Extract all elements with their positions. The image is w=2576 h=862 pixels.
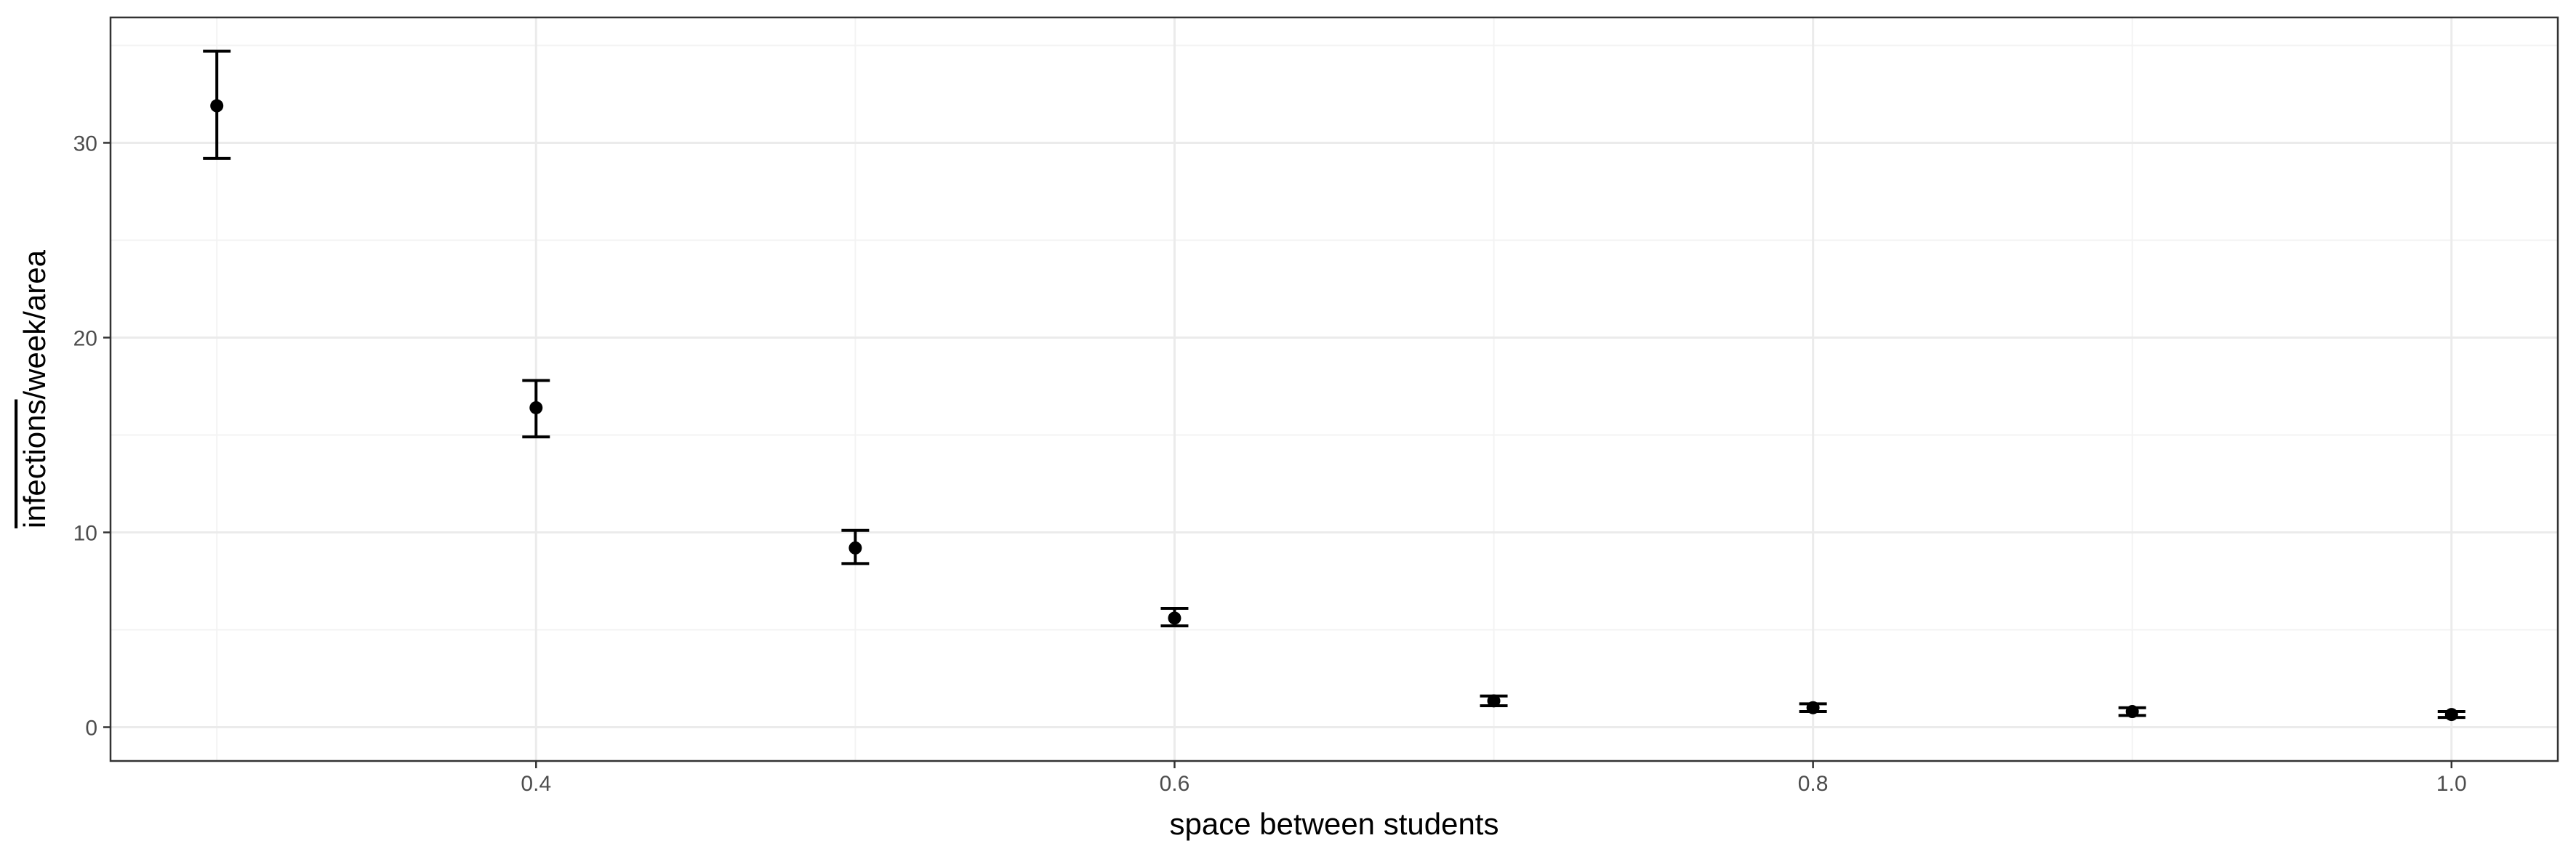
x-tick-label: 0.6	[1160, 772, 1190, 796]
data-point-group	[203, 49, 231, 160]
data-point	[1806, 701, 1820, 714]
y-tick-label: 20	[73, 326, 97, 350]
data-point-group	[1799, 701, 1827, 714]
panel-border	[109, 16, 2559, 762]
data-point	[529, 400, 543, 414]
data-point-group	[1160, 607, 1189, 628]
y-axis-title-text: infections/week/area	[17, 249, 52, 528]
data-point	[2444, 708, 2458, 722]
y-axis-title-overlined-part: infections	[17, 400, 52, 528]
y-tick-label: 10	[73, 521, 97, 545]
axes: 0.4 0.6 0.8 1.0 0 10 20 30	[73, 132, 2467, 796]
data-point-group	[2437, 708, 2465, 722]
x-tick-label: 0.4	[521, 772, 551, 796]
y-tick-label: 0	[85, 717, 97, 741]
grid-lines	[111, 17, 2558, 761]
x-axis-title: space between students	[1170, 807, 1499, 841]
data-point	[1168, 611, 1181, 625]
y-axis-title: infections/week/area	[17, 249, 52, 528]
data-point	[1487, 694, 1501, 708]
data-point	[210, 99, 224, 113]
data-point	[848, 541, 862, 555]
data-point-group	[1480, 694, 1508, 708]
y-axis-title-unit-part: /week/area	[17, 249, 52, 399]
data-point-group	[522, 379, 550, 439]
x-tick-label: 0.8	[1798, 772, 1829, 796]
y-tick-label: 30	[73, 132, 97, 156]
data-point-group	[841, 528, 870, 565]
x-tick-label: 1.0	[2436, 772, 2467, 796]
data-point-group	[2118, 705, 2146, 719]
data-marks	[203, 49, 2465, 722]
data-point	[2125, 705, 2139, 719]
